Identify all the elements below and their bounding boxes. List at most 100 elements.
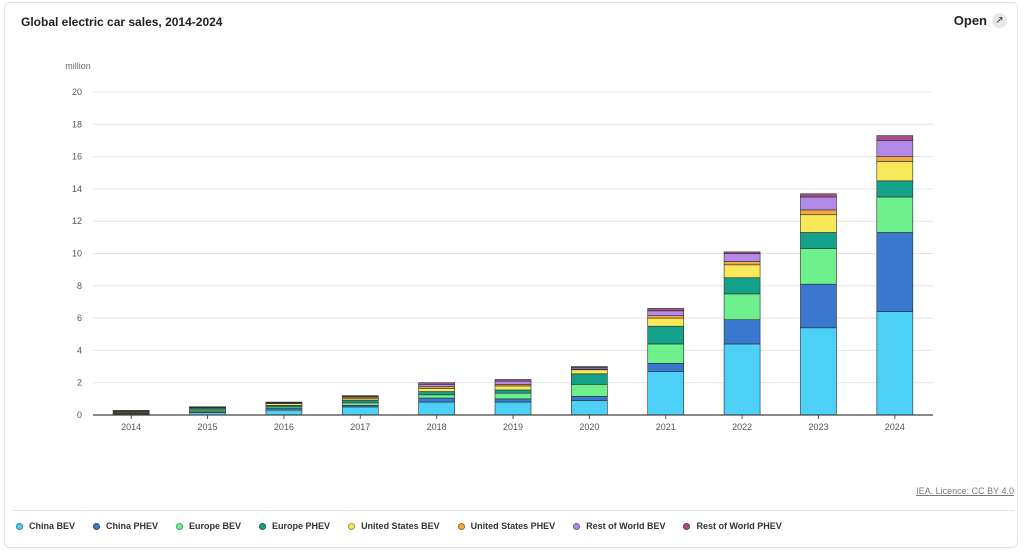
legend-divider: [12, 510, 1014, 511]
bar-2021-rest-of-world-phev: [647, 308, 685, 312]
legend-label: China PHEV: [106, 521, 159, 531]
legend-item-united-states-bev[interactable]: United States BEV: [348, 521, 440, 531]
bar-2024-united-states-phev: [876, 156, 914, 162]
legend-label: United States PHEV: [470, 521, 556, 531]
x-tick-label-2018: 2018: [427, 422, 447, 432]
x-tick-label-2023: 2023: [808, 422, 828, 432]
bar-2018-rest-of-world-phev: [418, 382, 455, 385]
bar-2020-europe-bev: [571, 384, 608, 397]
bar-2023-rest-of-world-phev: [800, 193, 837, 198]
expand-arrow-icon: ↗: [992, 13, 1007, 28]
x-tick-label-2024: 2024: [885, 422, 905, 432]
y-tick-label-8: 8: [77, 281, 82, 291]
bar-2018-europe-phev: [418, 391, 455, 396]
bar-2024-rest-of-world-phev: [876, 135, 914, 141]
bar-2023-europe-phev: [800, 232, 837, 249]
x-tick-label-2017: 2017: [350, 422, 370, 432]
x-tick-label-2021: 2021: [656, 422, 676, 432]
bar-2024-europe-bev: [876, 196, 914, 233]
bar-2019-rest-of-world-bev: [494, 380, 532, 385]
bar-2019-china-phev: [494, 398, 532, 403]
legend-item-rest-of-world-phev[interactable]: Rest of World PHEV: [683, 521, 782, 531]
bar-2022-europe-phev: [723, 277, 761, 295]
legend-item-china-bev[interactable]: China BEV: [16, 521, 75, 531]
bar-2020-china-phev: [571, 396, 608, 401]
bar-2022-europe-bev: [723, 293, 761, 321]
y-tick-label-10: 10: [72, 249, 82, 259]
legend-label: Rest of World BEV: [586, 521, 666, 531]
bar-2024-china-phev: [876, 232, 914, 312]
bar-2023-united-states-bev: [800, 214, 837, 233]
bar-2021-europe-bev: [647, 343, 685, 364]
legend-label: Rest of World PHEV: [696, 521, 782, 531]
bar-2021-china-phev: [647, 363, 685, 372]
bar-2018-china-bev: [418, 401, 455, 416]
bar-2021-rest-of-world-bev: [647, 310, 685, 316]
bar-2020-united-states-bev: [571, 369, 608, 375]
bar-2019-united-states-bev: [494, 385, 532, 391]
legend-item-china-phev[interactable]: China PHEV: [93, 521, 158, 531]
licence-link[interactable]: IEA. Licence: CC BY 4.0: [916, 486, 1014, 496]
bar-2022-united-states-bev: [723, 264, 761, 279]
bar-2023-united-states-phev: [800, 209, 837, 216]
bar-2021-united-states-phev: [647, 315, 685, 319]
bar-2024-europe-phev: [876, 180, 914, 198]
legend-swatch: [259, 522, 267, 530]
bar-2018-united-states-bev: [418, 388, 455, 392]
bar-2021-united-states-bev: [647, 317, 685, 327]
open-button[interactable]: Open ↗: [954, 13, 1007, 28]
bar-2024-rest-of-world-bev: [876, 140, 914, 157]
chart-legend: China BEV China PHEV Europe BEV Europe PHEV…: [16, 521, 800, 531]
bar-2016-china-bev: [265, 409, 303, 416]
legend-item-rest-of-world-bev[interactable]: Rest of World BEV: [573, 521, 665, 531]
y-tick-label-4: 4: [77, 345, 82, 355]
bar-2023-rest-of-world-bev: [800, 196, 837, 211]
legend-swatch: [93, 522, 101, 530]
bar-2022-rest-of-world-bev: [723, 253, 761, 262]
y-tick-label-6: 6: [77, 313, 82, 323]
bar-2021-china-bev: [647, 371, 685, 416]
bar-2023-europe-bev: [800, 248, 837, 285]
bar-2022-united-states-phev: [723, 261, 761, 266]
y-tick-label-0: 0: [77, 410, 82, 420]
legend-swatch: [573, 522, 581, 530]
bar-2020-china-bev: [571, 400, 608, 416]
y-tick-label-18: 18: [72, 119, 82, 129]
legend-swatch: [176, 522, 184, 530]
bar-2020-rest-of-world-phev: [571, 366, 608, 368]
legend-item-europe-bev[interactable]: Europe BEV: [176, 521, 241, 531]
legend-label: China BEV: [29, 521, 76, 531]
y-tick-label-14: 14: [72, 184, 82, 194]
legend-swatch: [457, 522, 465, 530]
legend-label: Europe PHEV: [272, 521, 331, 531]
y-unit-label: million: [65, 61, 91, 71]
stacked-bar-chart: million 0 2 4 6 8 10 12 14 16 18 20 2014 2015 2016 2017…: [65, 61, 933, 432]
x-tick-label-2014: 2014: [121, 422, 141, 432]
x-tick-label-2015: 2015: [198, 422, 218, 432]
legend-swatch: [683, 522, 691, 530]
bar-2017-china-bev: [341, 406, 379, 416]
bar-2024-united-states-bev: [876, 161, 914, 182]
y-tick-label-16: 16: [72, 152, 82, 162]
x-tick-label-2019: 2019: [503, 422, 523, 432]
x-tick-label-2020: 2020: [579, 422, 599, 432]
legend-swatch: [348, 522, 356, 530]
bar-2022-rest-of-world-phev: [723, 251, 761, 254]
bar-2019-europe-phev: [494, 389, 532, 394]
bar-2020-europe-phev: [571, 373, 608, 385]
bar-2017-rest-of-world-phev: [341, 395, 379, 397]
bar-2017-europe-phev: [341, 400, 379, 404]
legend-item-united-states-phev[interactable]: United States PHEV: [457, 521, 556, 531]
legend-item-europe-phev[interactable]: Europe PHEV: [259, 521, 330, 531]
legend-label: Europe BEV: [189, 521, 242, 531]
bar-2022-china-phev: [723, 319, 761, 345]
bar-2017-europe-bev: [341, 402, 379, 406]
open-label: Open: [953, 13, 987, 28]
bar-2019-europe-bev: [494, 392, 532, 400]
bar-2018-europe-bev: [418, 394, 455, 399]
y-tick-label-12: 12: [72, 216, 82, 226]
x-tick-label-2016: 2016: [274, 422, 294, 432]
y-tick-label-20: 20: [72, 87, 82, 97]
legend-swatch: [16, 522, 23, 530]
y-tick-label-2: 2: [77, 378, 82, 388]
